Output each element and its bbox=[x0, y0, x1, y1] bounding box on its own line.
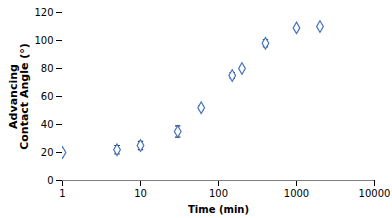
svg-text:10000: 10000 bbox=[359, 188, 391, 199]
svg-text:100: 100 bbox=[209, 188, 228, 199]
svg-text:100: 100 bbox=[34, 35, 53, 46]
svg-text:Time (min): Time (min) bbox=[188, 204, 249, 215]
svg-text:AdvancingContact Angle (°): AdvancingContact Angle (°) bbox=[7, 43, 31, 150]
svg-text:20: 20 bbox=[41, 147, 54, 158]
svg-text:1: 1 bbox=[59, 188, 65, 199]
svg-text:60: 60 bbox=[41, 91, 54, 102]
svg-text:1000: 1000 bbox=[284, 188, 309, 199]
svg-text:0: 0 bbox=[47, 175, 53, 186]
svg-text:120: 120 bbox=[34, 7, 53, 18]
svg-text:80: 80 bbox=[41, 63, 54, 74]
svg-text:40: 40 bbox=[41, 119, 54, 130]
svg-text:10: 10 bbox=[134, 188, 147, 199]
